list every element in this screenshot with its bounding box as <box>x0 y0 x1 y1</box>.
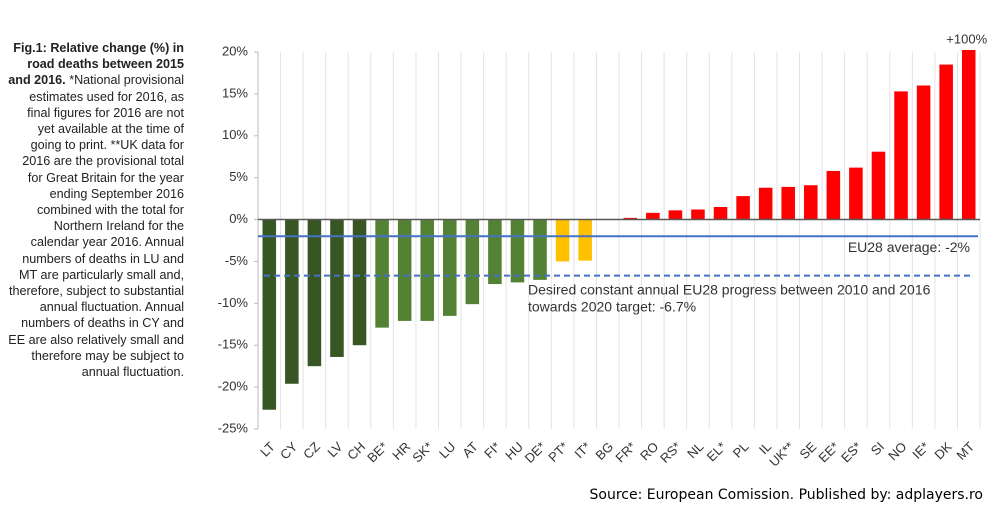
x-tick-label: LV <box>324 439 345 460</box>
x-tick-label: FR* <box>612 439 638 465</box>
x-tick-label: FI* <box>481 439 503 461</box>
bar <box>352 219 367 346</box>
x-tick-label: NO <box>885 439 909 463</box>
y-tick-label: -20% <box>218 379 249 394</box>
bar <box>736 196 750 220</box>
x-tick-label: RO <box>637 439 661 463</box>
x-tick-label: PT* <box>545 439 571 465</box>
x-tick-label: RS* <box>657 439 684 466</box>
source: Source: European Comission. Published by… <box>589 487 983 503</box>
bar <box>533 219 547 280</box>
bar <box>397 219 412 321</box>
x-tick-label: EL* <box>704 439 729 464</box>
x-tick-label: PL <box>730 439 752 461</box>
x-tick-label: EE* <box>815 439 841 465</box>
reference-label: EU28 average: -2% <box>848 239 970 255</box>
bar <box>871 151 886 220</box>
x-tick-label: NL <box>684 439 706 461</box>
x-tick-label: LU <box>436 439 458 461</box>
bar <box>262 219 277 410</box>
x-tick-label: CZ <box>300 439 323 462</box>
y-tick-label: -5% <box>225 253 249 268</box>
chart: 20% 15% 10% 5% 0% -5% -10% -15% -20% -25% LT CY CZ LV… <box>218 31 988 470</box>
x-tick-label: DE* <box>522 439 549 466</box>
bar <box>555 219 570 262</box>
bar <box>285 219 299 384</box>
x-tick-label: CY <box>277 439 301 463</box>
x-tick-label: ES* <box>838 439 864 465</box>
x-tick-label: IT* <box>571 439 593 461</box>
y-tick-label: -25% <box>218 420 249 435</box>
bar <box>894 91 908 220</box>
bar <box>781 186 795 220</box>
y-tick-label: 15% <box>222 85 248 100</box>
bar <box>804 185 818 220</box>
x-tick-label: SK* <box>409 439 435 465</box>
bar <box>420 219 434 321</box>
bar <box>939 64 953 220</box>
bar <box>691 209 705 220</box>
x-tick-label: AT <box>459 439 481 461</box>
x-tick-label: SE <box>796 439 819 462</box>
bar <box>510 219 525 283</box>
bar <box>961 50 976 220</box>
bar <box>849 167 863 220</box>
bar <box>488 219 502 285</box>
y-tick-label: 20% <box>222 43 248 58</box>
value-label: +100% <box>946 31 987 46</box>
bar <box>375 219 389 328</box>
x-tick-label: DK <box>931 439 955 463</box>
bar <box>646 212 660 220</box>
y-tick-label: 0% <box>229 211 248 226</box>
y-tick-label: -10% <box>218 295 249 310</box>
x-tick-label: BG <box>592 439 616 463</box>
caption-text: *National provisional estimates used for… <box>8 73 184 380</box>
bar <box>916 85 931 220</box>
bar <box>330 219 344 357</box>
bar <box>307 219 322 367</box>
reference-label: Desired constant annual EU28 progress be… <box>528 281 931 297</box>
bar <box>668 210 683 220</box>
x-tick-label: IE* <box>909 439 932 462</box>
x-tick-label: HU <box>502 439 526 463</box>
x-tick-label: MT <box>953 439 977 463</box>
reference-label: towards 2020 target: -6.7% <box>528 298 696 314</box>
bar <box>623 217 638 220</box>
x-tick-label: BE* <box>364 439 390 465</box>
caption: Fig.1: Relative change (%) in road death… <box>8 40 184 380</box>
x-tick-label: UK** <box>766 439 797 470</box>
x-tick-label: HR <box>389 439 413 463</box>
y-tick-label: 5% <box>229 169 248 184</box>
y-tick-label: -15% <box>218 337 249 352</box>
bar <box>758 187 773 220</box>
bar <box>713 206 728 220</box>
bar <box>443 219 457 316</box>
caption-title: Fig.1: Relative change (%) in road death… <box>8 41 184 88</box>
x-tick-label: LT <box>257 439 278 460</box>
x-tick-label: SI <box>868 439 887 458</box>
bar <box>578 219 592 261</box>
bar <box>826 170 841 220</box>
x-tick-label: CH <box>344 439 368 463</box>
bar <box>465 219 480 305</box>
y-tick-label: 10% <box>222 127 248 142</box>
